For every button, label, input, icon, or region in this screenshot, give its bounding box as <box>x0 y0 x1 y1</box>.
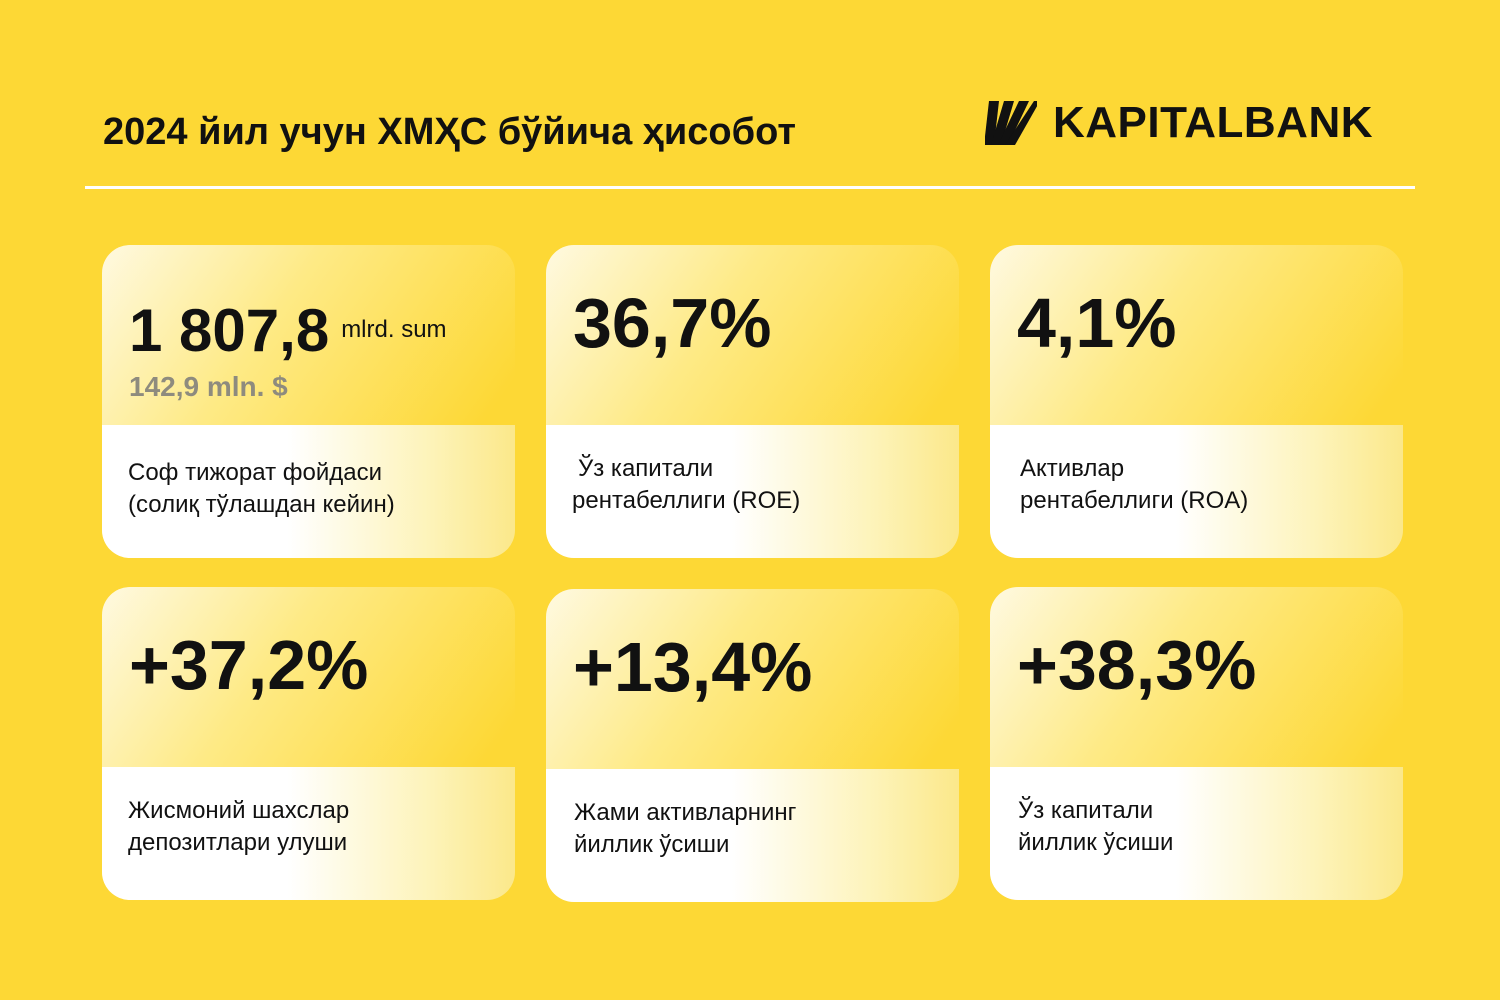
card-label: Соф тижорат фойдаси (солиқ тўлашдан кейи… <box>128 457 395 521</box>
card-label-line: депозитлари улуши <box>128 829 348 856</box>
card-bottom: Соф тижорат фойдаси (солиқ тўлашдан кейи… <box>102 425 515 558</box>
kapitalbank-stripes-logo-icon <box>985 101 1037 145</box>
card-top: +37,2% <box>102 587 515 767</box>
card-label-line: Соф тижорат фойдаси <box>128 459 382 486</box>
card-label-line: Активлар <box>1020 455 1125 482</box>
page-title: 2024 йил учун ХМҲС бўйича ҳисобот <box>103 111 796 153</box>
card-label-line: йиллик ўсиши <box>574 831 730 858</box>
card-label-line: Жисмоний шахслар <box>128 797 350 824</box>
card-label: Ўз капитали рентабеллиги (ROE) <box>572 453 800 517</box>
card-roe: 36,7% Ўз капитали рентабеллиги (ROE) <box>546 245 959 558</box>
logo-text: KAPITALBANK <box>1053 98 1373 147</box>
card-label: Жами активларнинг йиллик ўсиши <box>574 797 796 861</box>
header-divider <box>85 186 1415 189</box>
kapitalbank-logo: KAPITALBANK <box>985 97 1373 149</box>
card-bottom: Ўз капитали рентабеллиги (ROE) <box>546 425 959 558</box>
card-value: +38,3% <box>1017 626 1257 704</box>
card-top: +38,3% <box>990 587 1403 767</box>
card-value: 36,7% <box>573 284 772 362</box>
card-secondary-value: 142,9 mln. $ <box>129 371 288 402</box>
card-label: Жисмоний шахслар депозитлари улуши <box>128 795 349 859</box>
card-value-row: 1 807,8 mlrd. sum <box>129 299 447 363</box>
card-net-profit: 1 807,8 mlrd. sum 142,9 mln. $ Соф тижор… <box>102 245 515 558</box>
card-bottom: Жами активларнинг йиллик ўсиши <box>546 769 959 902</box>
card-equity-growth: +38,3% Ўз капитали йиллик ўсиши <box>990 587 1403 900</box>
card-value: +13,4% <box>573 628 813 706</box>
card-value: +37,2% <box>129 626 369 704</box>
card-label-line: рентабеллиги (ROA) <box>1020 487 1249 514</box>
card-value-unit: mlrd. sum <box>341 316 447 343</box>
card-label-line: рентабеллиги (ROE) <box>572 487 801 514</box>
card-roa: 4,1% Активлар рентабеллиги (ROA) <box>990 245 1403 558</box>
card-label-line: (солиқ тўлашдан кейин) <box>128 491 395 518</box>
card-value: 4,1% <box>1017 284 1177 362</box>
card-label: Ўз капитали йиллик ўсиши <box>1018 795 1173 859</box>
card-bottom: Активлар рентабеллиги (ROA) <box>990 425 1403 558</box>
card-bottom: Жисмоний шахслар депозитлари улуши <box>102 767 515 900</box>
card-top: +13,4% <box>546 589 959 769</box>
card-label: Активлар рентабеллиги (ROA) <box>1020 453 1248 517</box>
card-value: 1 807,8 <box>129 297 330 364</box>
card-top: 36,7% <box>546 245 959 425</box>
card-assets-growth: +13,4% Жами активларнинг йиллик ўсиши <box>546 589 959 902</box>
card-top: 1 807,8 mlrd. sum 142,9 mln. $ <box>102 245 515 425</box>
card-bottom: Ўз капитали йиллик ўсиши <box>990 767 1403 900</box>
card-label-line: Ўз капитали <box>578 455 714 482</box>
card-label-line: Ўз капитали <box>1018 797 1154 824</box>
card-label-line: йиллик ўсиши <box>1018 829 1174 856</box>
card-top: 4,1% <box>990 245 1403 425</box>
card-label-line: Жами активларнинг <box>574 799 797 826</box>
card-deposits-share: +37,2% Жисмоний шахслар депозитлари улуш… <box>102 587 515 900</box>
